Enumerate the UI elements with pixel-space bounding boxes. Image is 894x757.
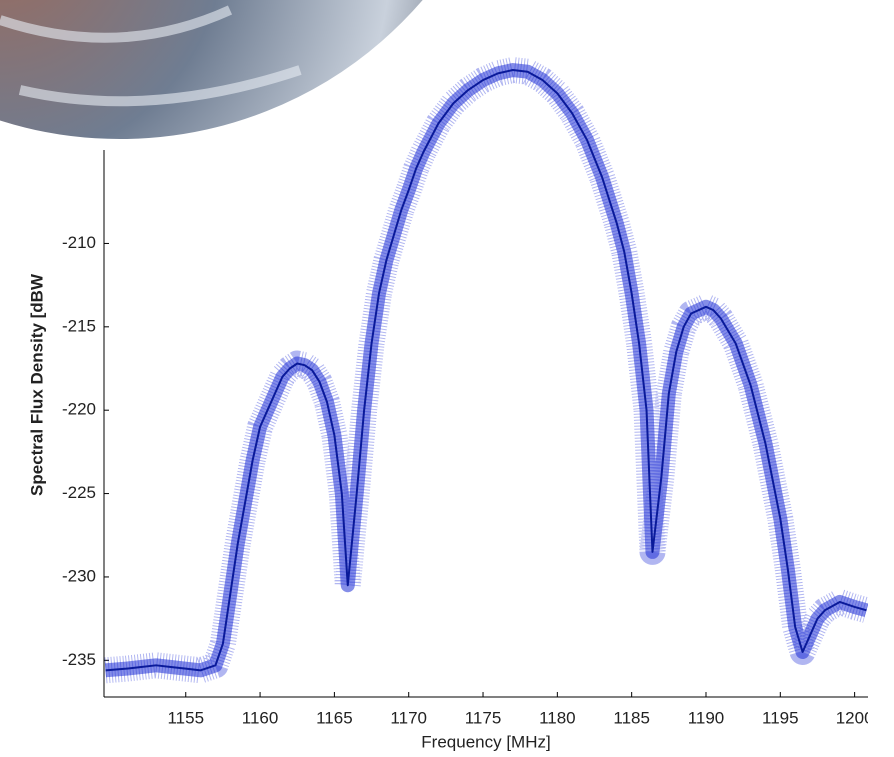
x-tick-label: 1200 (836, 708, 874, 727)
x-tick-label: 1175 (465, 708, 502, 727)
x-tick-label: 1165 (316, 708, 353, 727)
y-tick-label: -210 (62, 233, 96, 252)
y-axis-title: Spectral Flux Density [dBW (27, 273, 46, 496)
y-tick-label: -225 (62, 483, 96, 502)
x-tick-label: 1185 (613, 708, 650, 727)
x-tick-label: 1190 (688, 708, 725, 727)
plot-area: 1155 1160 1165 1170 1175 1180 1185 1190 1195 1200… (62, 57, 874, 727)
y-tick-label: -235 (62, 650, 96, 669)
x-tick-label: 1180 (539, 708, 576, 727)
x-axis-title: Frequency [MHz] (421, 732, 550, 751)
x-tick-label: 1195 (762, 708, 799, 727)
cloud-decor (0, 5, 302, 107)
noise-band (104, 63, 868, 678)
x-tick-label: 1155 (167, 708, 204, 727)
y-tick-label: -220 (62, 400, 96, 419)
y-tick-label: -230 (62, 566, 96, 585)
x-tick-label: 1160 (242, 708, 279, 727)
x-tick-label: 1170 (390, 708, 427, 727)
y-tick-label: -215 (62, 316, 96, 335)
data-line (105, 69, 867, 672)
